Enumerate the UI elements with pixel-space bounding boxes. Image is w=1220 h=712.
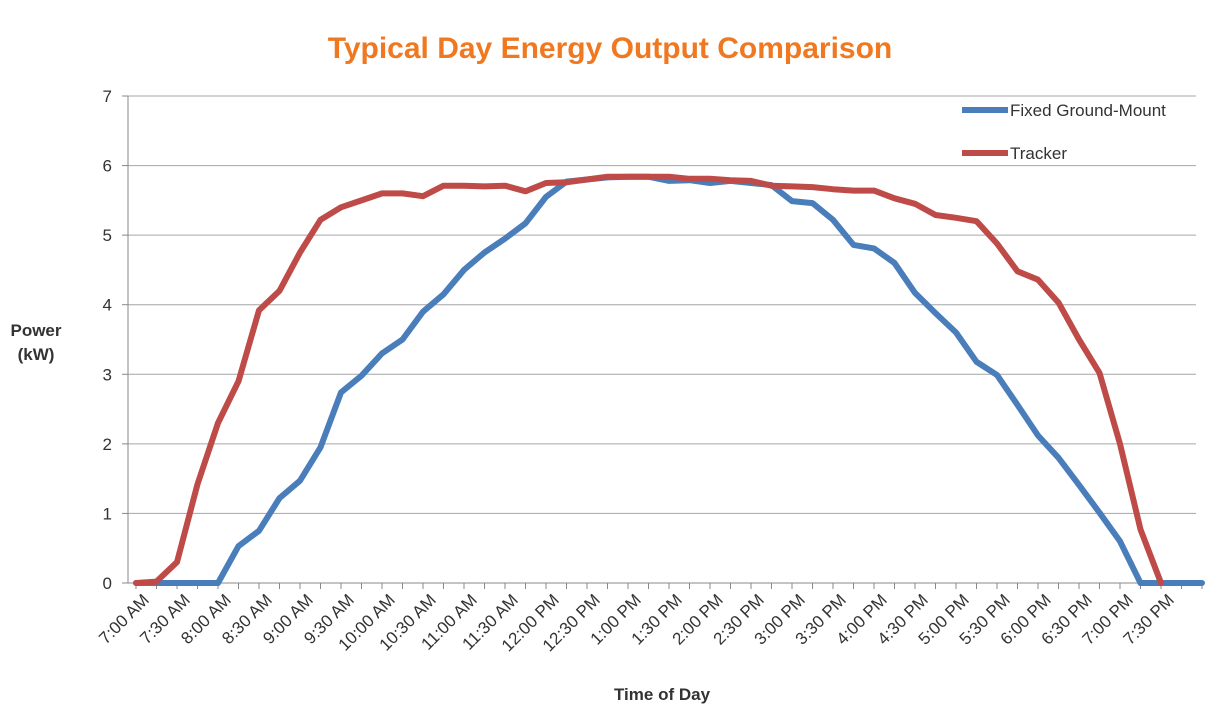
y-tick-label: 2 bbox=[103, 435, 112, 454]
series-lines bbox=[133, 173, 1205, 586]
legend-label: Fixed Ground-Mount bbox=[1010, 101, 1166, 120]
gridlines bbox=[122, 95, 1203, 589]
x-axis-label: Time of Day bbox=[614, 685, 711, 704]
x-tick-labels: 7:00 AM7:30 AM8:00 AM8:30 AM9:00 AM9:30 … bbox=[95, 590, 1178, 655]
chart-title: Typical Day Energy Output Comparison bbox=[328, 32, 893, 65]
y-axis-label-line-2: (kW) bbox=[18, 345, 55, 364]
y-tick-label: 6 bbox=[103, 157, 112, 176]
y-tick-label: 0 bbox=[103, 574, 112, 593]
y-tick-label: 7 bbox=[103, 87, 112, 106]
series-line-tracker bbox=[133, 173, 1164, 586]
legend-label: Tracker bbox=[1010, 144, 1067, 163]
y-tick-label: 3 bbox=[103, 365, 112, 384]
legend: Fixed Ground-Mount Tracker bbox=[962, 101, 1166, 163]
y-tick-labels: 0 1 2 3 4 5 6 7 bbox=[103, 87, 112, 593]
y-axis-label-line-1: Power bbox=[10, 321, 61, 340]
y-tick-label: 4 bbox=[103, 296, 112, 315]
series-line-fixed-ground-mount bbox=[133, 173, 1205, 586]
axis-labels: Power (kW) Time of Day bbox=[10, 321, 710, 704]
y-tick-label: 1 bbox=[103, 504, 112, 523]
y-tick-label: 5 bbox=[103, 226, 112, 245]
